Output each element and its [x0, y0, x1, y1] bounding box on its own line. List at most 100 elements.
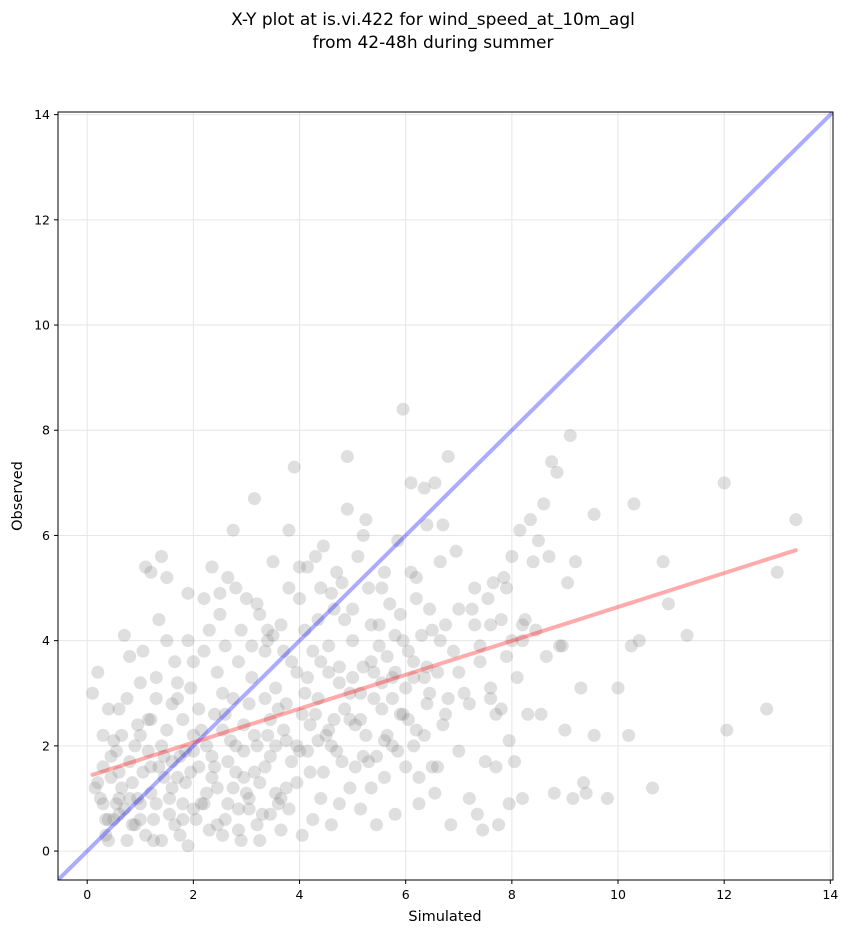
data-point-249 [380, 649, 394, 663]
data-point-280 [109, 797, 123, 811]
data-point-222 [237, 744, 251, 758]
data-point-201 [91, 776, 105, 790]
data-point-300 [322, 723, 336, 737]
data-point-4 [99, 813, 113, 827]
data-point-200 [789, 513, 803, 527]
x-tick-label-0: 0 [83, 887, 91, 902]
data-point-61 [237, 718, 251, 732]
data-point-114 [377, 770, 391, 784]
data-point-279 [99, 828, 113, 842]
data-point-393 [515, 618, 529, 632]
data-point-115 [380, 728, 394, 742]
data-point-49 [205, 560, 219, 574]
data-point-101 [343, 781, 357, 795]
data-point-383 [356, 528, 370, 542]
data-point-281 [120, 834, 134, 848]
data-point-92 [319, 728, 333, 742]
data-point-394 [529, 623, 543, 637]
data-point-314 [186, 655, 200, 669]
data-point-21 [139, 560, 153, 574]
data-point-233 [295, 707, 309, 721]
data-point-285 [162, 791, 176, 805]
data-point-193 [656, 555, 670, 569]
data-point-103 [348, 718, 362, 732]
data-point-351 [324, 739, 338, 753]
data-point-312 [149, 692, 163, 706]
data-point-243 [348, 760, 362, 774]
data-point-260 [439, 707, 452, 721]
data-point-169 [531, 534, 545, 548]
data-point-12 [115, 728, 129, 742]
data-point-286 [173, 749, 187, 763]
data-point-155 [492, 818, 506, 832]
data-point-47 [197, 644, 211, 658]
data-point-172 [539, 649, 553, 663]
data-point-272 [210, 818, 224, 832]
data-point-368 [505, 634, 519, 648]
x-axis-ticks: 0 2 4 6 8 10 12 14 [83, 880, 838, 902]
data-point-67 [253, 607, 267, 621]
data-point-295 [269, 739, 283, 753]
data-point-156 [494, 613, 508, 627]
data-point-387 [420, 518, 434, 532]
data-point-350 [314, 655, 328, 669]
data-point-291 [226, 781, 240, 795]
data-point-221 [231, 802, 245, 816]
data-point-352 [335, 755, 349, 769]
data-point-192 [646, 781, 660, 795]
data-point-90 [314, 791, 328, 805]
data-point-177 [558, 723, 572, 737]
y-axis-ticks: 0 2 4 6 8 10 12 14 [34, 107, 58, 859]
data-point-151 [481, 592, 495, 606]
data-point-321 [298, 623, 312, 637]
data-point-395 [542, 549, 556, 563]
data-point-98 [335, 576, 349, 590]
data-point-125 [407, 739, 421, 753]
data-point-97 [332, 676, 346, 690]
data-point-195 [680, 628, 694, 642]
data-point-298 [300, 670, 314, 684]
data-point-133 [428, 476, 442, 490]
data-point-391 [484, 618, 498, 632]
data-point-3 [96, 760, 110, 774]
data-point-141 [449, 544, 463, 558]
data-point-16 [125, 776, 139, 790]
y-tick-label-0: 0 [42, 844, 50, 859]
data-point-349 [303, 718, 317, 732]
data-point-52 [213, 586, 227, 600]
data-point-235 [306, 813, 320, 827]
data-point-99 [338, 702, 352, 716]
data-point-307 [396, 707, 410, 721]
data-point-62 [239, 592, 253, 606]
data-point-118 [388, 807, 402, 821]
data-point-144 [462, 791, 476, 805]
data-point-167 [523, 513, 537, 527]
data-point-206 [139, 828, 153, 842]
data-point-26 [152, 613, 166, 627]
data-point-14 [120, 692, 134, 706]
data-point-250 [385, 739, 399, 753]
data-point-184 [587, 507, 601, 521]
data-point-48 [202, 823, 216, 837]
data-point-6 [96, 797, 110, 811]
data-point-259 [433, 634, 447, 648]
data-point-358 [399, 681, 413, 695]
data-point-345 [261, 728, 275, 742]
data-point-374 [213, 607, 227, 621]
data-point-252 [396, 634, 410, 648]
data-point-102 [346, 634, 360, 648]
data-point-323 [330, 565, 344, 579]
data-point-180 [566, 791, 580, 805]
data-point-373 [197, 592, 211, 606]
data-point-386 [404, 565, 418, 579]
data-point-182 [577, 776, 591, 790]
data-point-128 [415, 628, 429, 642]
data-point-213 [192, 702, 206, 716]
data-point-59 [231, 655, 245, 669]
data-point-353 [346, 670, 360, 684]
data-points [86, 402, 803, 853]
data-point-251 [391, 744, 405, 758]
data-point-121 [396, 402, 410, 416]
data-point-116 [383, 597, 397, 611]
data-point-94 [324, 818, 338, 832]
